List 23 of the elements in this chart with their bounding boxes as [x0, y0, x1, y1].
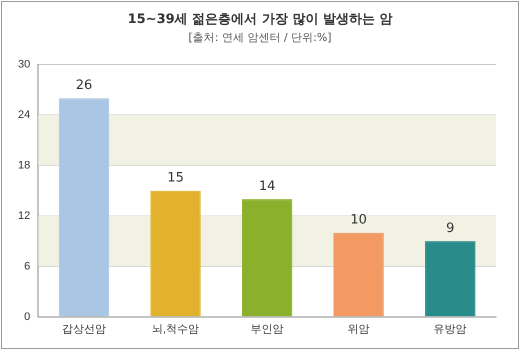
bar	[425, 241, 476, 316]
y-tick-label: 0	[24, 310, 30, 323]
x-tick-label: 부인암	[250, 323, 284, 336]
chart-subtitle: [출처: 연세 암센터 / 단위:%]	[187, 30, 333, 45]
y-tick-label: 12	[18, 210, 30, 222]
bar	[333, 232, 384, 316]
y-tick-label: 24	[18, 109, 30, 122]
x-tick-label: 갑상선암	[62, 323, 106, 336]
bar	[58, 98, 110, 316]
y-tick-label: 18	[18, 160, 30, 172]
data-label: 26	[76, 78, 92, 94]
bar	[150, 190, 201, 316]
data-label: 14	[258, 178, 276, 194]
data-label: 10	[350, 212, 367, 228]
chart-title: 15~39세 젊은층에서 가장 많이 발생하는 암	[126, 11, 394, 28]
y-tick-label: 30	[18, 58, 30, 71]
x-tick-label: 위암	[348, 323, 370, 336]
x-tick-label: 뇌,척수암	[152, 323, 200, 336]
data-label: 15	[167, 170, 184, 186]
bar	[242, 199, 292, 316]
x-tick-label: 유방암	[434, 323, 467, 336]
data-label: 9	[446, 221, 454, 236]
y-tick-label: 6	[24, 260, 30, 272]
